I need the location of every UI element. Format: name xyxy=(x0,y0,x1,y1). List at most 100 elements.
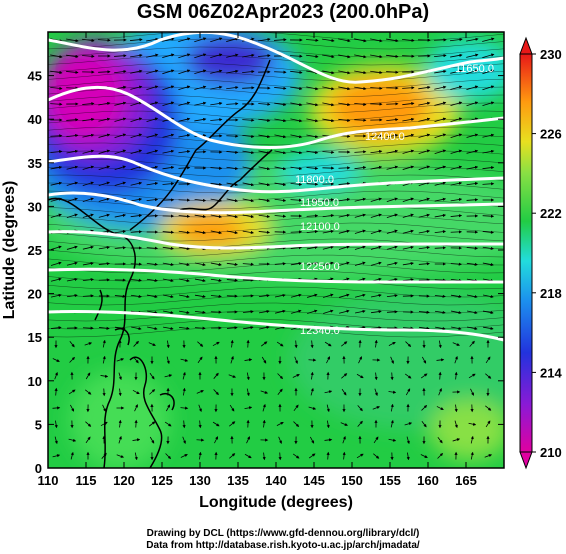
wind-vector xyxy=(162,246,175,250)
wind-vector xyxy=(418,229,430,234)
wind-vector xyxy=(354,261,366,266)
wind-vector xyxy=(194,214,207,219)
wind-vector xyxy=(388,390,397,394)
wind-vector xyxy=(306,214,319,218)
wind-vector xyxy=(210,101,223,106)
wind-vector xyxy=(163,326,174,331)
wind-vector xyxy=(243,326,254,330)
wind-vector xyxy=(354,150,367,154)
wind-vector xyxy=(54,436,58,445)
wind-vector xyxy=(50,245,62,250)
wind-vector xyxy=(406,436,410,445)
wind-vector xyxy=(210,278,222,282)
wind-vector xyxy=(146,310,158,315)
wind-vector xyxy=(262,452,266,461)
streamline xyxy=(48,214,504,226)
wind-vector xyxy=(246,388,250,397)
wind-vector xyxy=(258,294,270,298)
wind-vector xyxy=(162,310,174,315)
wind-vector xyxy=(386,229,398,234)
wind-vector xyxy=(82,261,94,266)
wind-vector xyxy=(292,374,300,378)
wind-vector xyxy=(118,419,122,428)
x-tick-label: 125 xyxy=(151,473,173,488)
wind-vector xyxy=(434,230,447,234)
wind-vector xyxy=(197,341,204,347)
wind-vector xyxy=(214,436,218,444)
wind-vector xyxy=(278,436,282,444)
wind-vector xyxy=(374,372,378,381)
wind-vector xyxy=(100,374,109,378)
x-axis-title: Longitude (degrees) xyxy=(199,494,353,511)
streamline xyxy=(48,230,504,242)
wind-vector xyxy=(98,197,110,202)
wind-vector xyxy=(421,420,427,428)
wind-vector xyxy=(354,166,367,170)
wind-vector xyxy=(354,293,366,298)
wind-vector xyxy=(66,245,78,250)
wind-vector xyxy=(82,38,95,43)
wind-vector xyxy=(146,246,159,250)
wind-vector xyxy=(166,356,170,365)
wind-vector xyxy=(114,133,127,139)
wind-vector xyxy=(290,86,303,91)
wind-vector xyxy=(229,453,236,459)
streamline xyxy=(48,158,504,170)
streamline xyxy=(48,142,504,154)
y-tick-label: 25 xyxy=(28,243,42,258)
wind-vector xyxy=(85,372,91,380)
wind-vector xyxy=(226,37,239,42)
wind-vector xyxy=(98,245,110,250)
colorbar-tick-label: 222 xyxy=(540,206,562,221)
wind-vector xyxy=(450,278,462,282)
credit-data: Data from http://database.rish.kyoto-u.a… xyxy=(146,540,420,551)
wind-vector xyxy=(146,133,159,138)
wind-vector xyxy=(210,294,222,298)
wind-vector xyxy=(118,388,122,397)
contour-label: 12400.0 xyxy=(365,131,405,143)
wind-vector xyxy=(403,326,414,330)
x-tick-label: 145 xyxy=(303,473,325,488)
y-tick-label: 45 xyxy=(28,69,42,84)
wind-vector xyxy=(450,214,463,218)
wind-vector xyxy=(374,388,378,397)
wind-vector xyxy=(358,356,362,364)
wind-vector xyxy=(482,262,494,267)
wind-vector xyxy=(450,262,462,266)
wind-vector xyxy=(390,356,394,364)
wind-vector xyxy=(386,245,398,250)
streamline xyxy=(48,174,504,186)
wind-vector xyxy=(310,387,314,396)
wind-vector xyxy=(50,277,62,282)
wind-vector xyxy=(275,309,286,314)
wind-vector xyxy=(290,182,303,186)
wind-vector xyxy=(450,53,463,58)
wind-vector xyxy=(114,181,127,186)
wind-vector xyxy=(230,339,234,348)
y-tick-label: 30 xyxy=(28,199,42,214)
wind-vector xyxy=(452,438,461,442)
wind-vector xyxy=(450,294,462,299)
wind-vector xyxy=(52,454,61,458)
streamline xyxy=(48,126,504,138)
wind-vector xyxy=(274,293,286,298)
wind-vector xyxy=(131,326,142,331)
wind-vector xyxy=(182,420,186,429)
wind-vector xyxy=(370,134,383,138)
wind-vector xyxy=(130,278,142,282)
wind-vector xyxy=(85,436,91,444)
wind-vector xyxy=(114,69,127,74)
wind-vector xyxy=(149,436,155,444)
y-tick-label: 35 xyxy=(28,156,42,171)
wind-vector xyxy=(162,85,175,91)
wind-vector xyxy=(308,453,316,459)
wind-vector xyxy=(434,133,447,139)
wind-vector xyxy=(354,309,366,314)
wind-vector xyxy=(210,118,223,122)
wind-vector xyxy=(290,166,303,171)
wind-vector xyxy=(436,358,445,362)
x-tick-label: 155 xyxy=(379,473,401,488)
wind-vector xyxy=(450,69,463,74)
x-tick-label: 115 xyxy=(76,473,97,488)
wind-vector xyxy=(434,294,446,298)
